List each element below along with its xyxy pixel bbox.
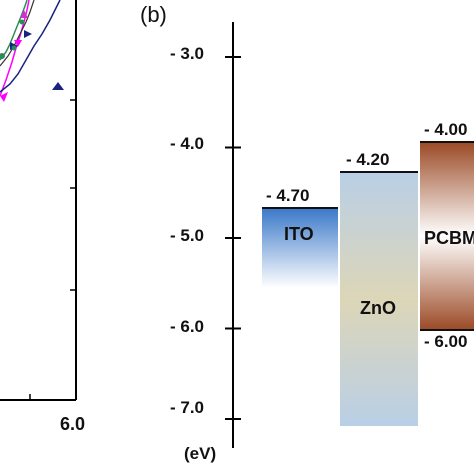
panel-a-trace-navy — [0, 0, 61, 93]
y-tick-label: - 6.0 — [170, 317, 205, 336]
panel-a-marker — [0, 53, 5, 59]
y-tick-label: - 4.0 — [170, 134, 205, 153]
y-tick-label: - 5.0 — [170, 226, 205, 245]
panel-a-trace-green — [0, 0, 28, 61]
pcbm-block — [420, 142, 474, 330]
ito-level-label: - 4.70 — [266, 186, 310, 205]
panel-a-trace-dark — [0, 0, 35, 67]
panel-b-label: (b) — [140, 2, 167, 27]
pcbm-bottom-level-label: - 6.00 — [424, 332, 468, 351]
panel-a-marker — [19, 19, 25, 25]
panel-a-marker — [52, 82, 64, 90]
panel-a-marker — [11, 45, 17, 51]
y-tick-label: - 7.0 — [170, 398, 205, 417]
axis-unit-label: (eV) — [184, 444, 217, 463]
pcbm-name-label: PCBM — [424, 228, 474, 248]
panel-a-marker — [0, 92, 8, 102]
panel-a-x-tick-label: 6.0 — [60, 414, 86, 434]
y-tick-label: - 3.0 — [170, 44, 205, 63]
pcbm-top-level-label: - 4.00 — [424, 120, 468, 139]
panel-a-marker — [24, 30, 32, 38]
zno-block — [340, 172, 418, 426]
panel-a-marker — [20, 10, 28, 18]
ito-name-label: ITO — [284, 224, 314, 244]
panel-a — [0, 0, 77, 401]
zno-name-label: ZnO — [360, 298, 396, 318]
panel-a-marker — [14, 40, 22, 47]
ito-block — [262, 208, 338, 288]
zno-level-label: - 4.20 — [346, 150, 390, 169]
